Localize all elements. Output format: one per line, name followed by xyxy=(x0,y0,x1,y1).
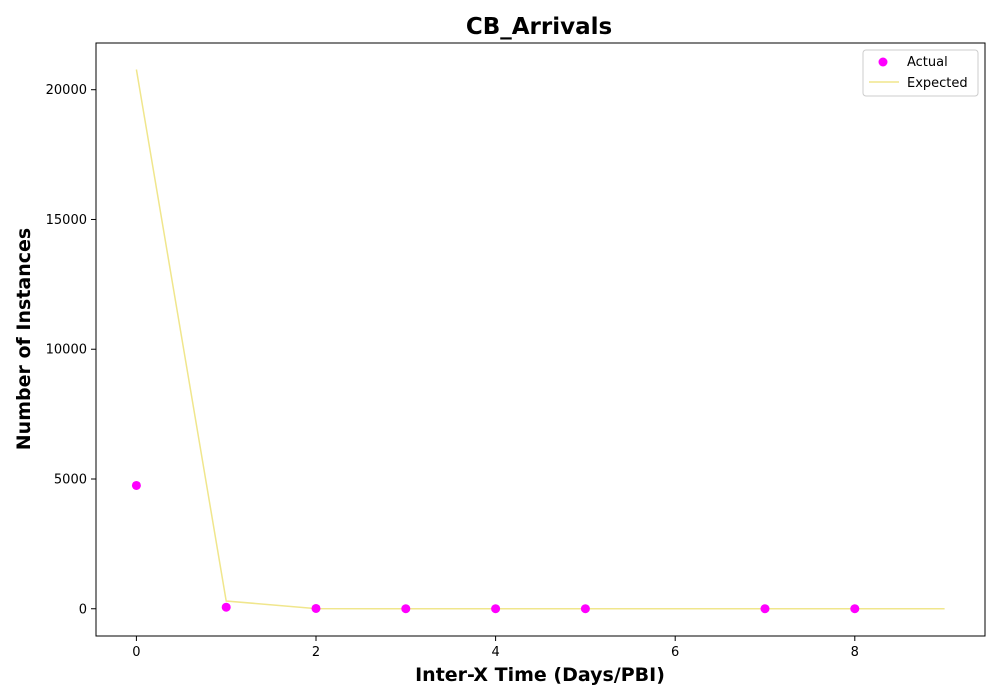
y-axis-label: Number of Instances xyxy=(13,228,35,450)
x-axis-label: Inter-X Time (Days/PBI) xyxy=(415,664,665,686)
plot-area: 0 2 4 6 8 0 5000 10000 15000 20000 xyxy=(46,42,986,660)
actual-point xyxy=(850,604,860,614)
x-tick-label: 6 xyxy=(671,645,679,660)
chart-title: CB_Arrivals xyxy=(466,14,612,40)
actual-point xyxy=(760,604,770,614)
actual-point xyxy=(311,603,321,613)
y-tick-label: 0 xyxy=(79,602,87,617)
x-tick-label: 4 xyxy=(491,645,499,660)
x-tick-label: 2 xyxy=(312,645,320,660)
legend-box xyxy=(862,49,979,97)
y-tick-label: 20000 xyxy=(46,83,87,98)
actual-point xyxy=(491,604,501,614)
actual-point xyxy=(221,602,231,612)
y-tick-label: 5000 xyxy=(54,472,87,487)
plot-frame xyxy=(95,42,986,637)
actual-point xyxy=(401,604,411,614)
actual-point xyxy=(580,604,590,614)
legend-actual-label: Actual xyxy=(907,55,948,70)
axis-ticks: 0 2 4 6 8 0 5000 10000 15000 20000 xyxy=(46,83,859,660)
x-tick-label: 0 xyxy=(132,645,140,660)
legend-expected-label: Expected xyxy=(907,76,968,91)
x-tick-label: 8 xyxy=(851,645,859,660)
legend-actual-marker xyxy=(878,57,888,67)
actual-point xyxy=(131,480,141,490)
y-tick-label: 15000 xyxy=(46,213,87,228)
y-tick-label: 10000 xyxy=(46,343,87,358)
data-marks xyxy=(131,69,945,614)
expected-series-line xyxy=(135,69,945,610)
legend: Actual Expected xyxy=(862,49,979,97)
